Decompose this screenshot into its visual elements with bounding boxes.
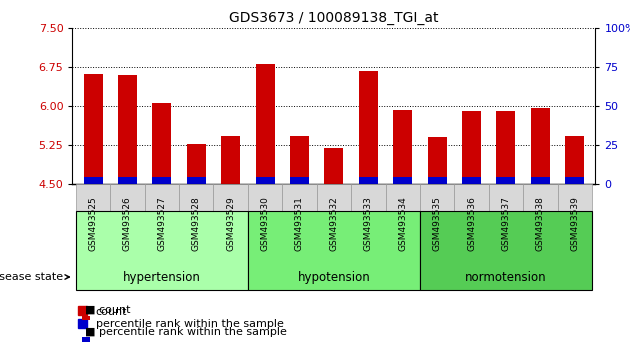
Text: GSM493535: GSM493535 — [433, 196, 442, 251]
Text: GSM493536: GSM493536 — [467, 196, 476, 251]
Bar — [428, 137, 447, 184]
Bar — [290, 177, 309, 184]
Text: GSM493532: GSM493532 — [329, 196, 338, 251]
Bar — [84, 74, 103, 184]
Text: hypertension: hypertension — [123, 270, 201, 284]
Bar — [256, 64, 275, 184]
Bar — [428, 177, 447, 184]
Bar — [565, 177, 584, 184]
Text: normotension: normotension — [465, 270, 547, 284]
Bar — [187, 144, 206, 184]
Text: ■ count: ■ count — [85, 304, 130, 314]
Text: ■ percentile rank within the sample: ■ percentile rank within the sample — [85, 327, 287, 337]
Text: GSM493533: GSM493533 — [364, 196, 373, 251]
Bar — [462, 177, 481, 184]
Text: GSM493528: GSM493528 — [192, 196, 201, 251]
Bar — [256, 177, 275, 184]
Bar — [359, 71, 378, 184]
Bar — [152, 103, 171, 184]
Text: GSM493539: GSM493539 — [570, 196, 579, 251]
Bar — [565, 136, 584, 184]
Text: GSM493526: GSM493526 — [123, 196, 132, 251]
Text: hypotension: hypotension — [297, 270, 370, 284]
Bar — [496, 177, 515, 184]
Bar — [393, 177, 412, 184]
Title: GDS3673 / 100089138_TGI_at: GDS3673 / 100089138_TGI_at — [229, 11, 438, 24]
Text: GSM493534: GSM493534 — [398, 196, 407, 251]
Bar — [118, 75, 137, 184]
Bar — [187, 177, 206, 184]
Bar — [221, 136, 240, 184]
Text: disease state: disease state — [0, 272, 63, 282]
Text: GSM493525: GSM493525 — [89, 196, 98, 251]
Text: GSM493537: GSM493537 — [501, 196, 510, 251]
Bar — [84, 177, 103, 184]
Bar — [531, 108, 550, 184]
Bar — [393, 110, 412, 184]
Text: GSM493538: GSM493538 — [536, 196, 545, 251]
Bar — [359, 177, 378, 184]
Bar — [496, 112, 515, 184]
Bar — [462, 112, 481, 184]
Bar — [152, 177, 171, 184]
Bar — [290, 136, 309, 184]
Text: GSM493527: GSM493527 — [158, 196, 166, 251]
Text: GSM493529: GSM493529 — [226, 196, 235, 251]
Bar — [118, 177, 137, 184]
Bar — [324, 148, 343, 184]
Text: GSM493530: GSM493530 — [261, 196, 270, 251]
Text: GSM493531: GSM493531 — [295, 196, 304, 251]
Bar — [531, 177, 550, 184]
Legend: count, percentile rank within the sample: count, percentile rank within the sample — [78, 307, 284, 330]
